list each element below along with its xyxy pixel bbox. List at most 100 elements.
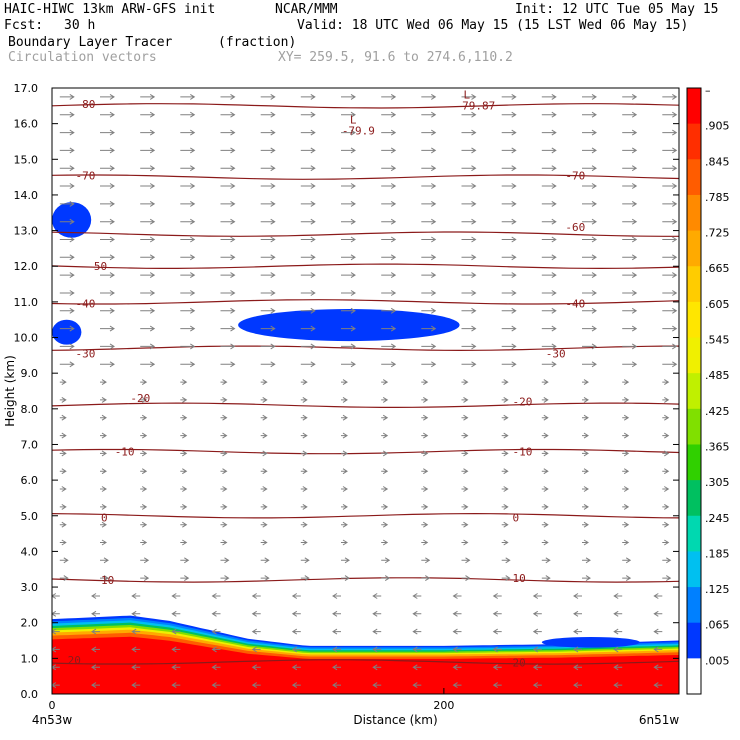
vector-arrow — [140, 307, 156, 314]
vector-arrow — [501, 486, 509, 492]
temperature-contour — [52, 448, 679, 455]
vector-arrow — [501, 218, 517, 225]
vector-arrow — [100, 325, 115, 332]
low-symbol: L — [463, 89, 470, 102]
vector-arrow — [180, 361, 196, 368]
vector-arrow — [140, 165, 156, 172]
vector-arrow — [461, 396, 469, 403]
vector-arrow — [582, 414, 589, 421]
vector-arrow — [140, 575, 150, 582]
vector-arrow — [260, 450, 268, 457]
vector-arrow — [613, 646, 623, 653]
vector-arrow — [582, 325, 597, 332]
vector-arrow — [180, 486, 188, 492]
vector-arrow — [452, 628, 462, 635]
vector-arrow — [220, 396, 228, 403]
vector-arrow — [662, 236, 678, 243]
field1-name: Boundary Layer Tracer — [8, 35, 173, 50]
colorbar-label: .305 — [705, 476, 730, 489]
contour-label: -10 — [512, 446, 532, 459]
vector-arrow — [452, 664, 462, 671]
vector-arrow — [180, 432, 188, 439]
cloud-blob-lower-right — [541, 636, 640, 648]
vector-arrow — [421, 325, 437, 332]
vector-arrow — [381, 147, 397, 154]
vector-arrow — [622, 486, 630, 492]
colorbar-swatch — [687, 373, 701, 410]
vector-arrow — [100, 343, 115, 350]
vector-arrow — [341, 450, 348, 457]
vector-arrow — [91, 610, 100, 617]
vector-arrow — [573, 646, 582, 653]
vector-arrow — [220, 343, 236, 350]
vector-arrow — [100, 200, 115, 207]
vector-arrow — [300, 557, 310, 564]
temperature-contour — [52, 577, 679, 583]
vector-arrow — [381, 486, 389, 492]
vector-arrow — [300, 111, 316, 118]
vector-arrow — [412, 682, 422, 689]
vector-arrow — [381, 307, 397, 314]
colorbar-label: .905 — [705, 120, 730, 133]
vector-arrow — [140, 111, 156, 118]
plot-frame — [51, 87, 680, 695]
vector-arrow — [291, 610, 301, 617]
vector-arrow — [541, 450, 549, 457]
vector-arrow — [291, 628, 301, 635]
vector-arrow — [461, 379, 469, 386]
vector-arrow — [260, 236, 276, 243]
colorbar-label: .065 — [705, 619, 730, 632]
xy-range: XY= 259.5, 91.6 to 274.6,110.2 — [278, 50, 513, 65]
y-tick-label: 13.0 — [14, 225, 39, 238]
vector-arrow — [582, 486, 589, 492]
vector-arrow — [260, 272, 276, 279]
colorbar-frame — [686, 87, 702, 695]
contour-label: -40 — [565, 298, 585, 311]
vector-arrow — [501, 236, 517, 243]
vector-arrow — [341, 218, 356, 225]
vector-arrow — [260, 468, 268, 475]
vector-arrow — [582, 254, 597, 261]
vector-arrow — [421, 575, 431, 582]
vector-arrow — [622, 396, 630, 403]
vector-arrow — [300, 575, 310, 582]
colorbar-swatch — [687, 587, 701, 624]
vector-arrow — [461, 147, 477, 154]
x-start-label: 4n53w — [32, 713, 73, 727]
vector-arrow — [341, 539, 348, 546]
vector-arrow — [220, 450, 228, 457]
vector-arrow — [622, 254, 638, 261]
y-tick-label: 10.0 — [14, 332, 39, 345]
vector-arrow — [260, 93, 276, 100]
vector-arrow — [260, 307, 276, 314]
vector-arrow — [59, 361, 75, 368]
contour-label: -70 — [565, 169, 585, 182]
vector-arrow — [421, 129, 437, 136]
vector-arrow — [291, 664, 301, 671]
vector-arrow — [622, 450, 630, 457]
vector-arrow — [100, 575, 109, 582]
vector-arrow — [300, 414, 308, 421]
vector-arrow — [260, 200, 276, 207]
vector-arrow — [541, 272, 557, 279]
field1-units: (fraction) — [218, 35, 297, 50]
vector-arrow — [140, 503, 148, 510]
vector-arrow — [501, 379, 509, 386]
vector-arrow — [180, 111, 196, 118]
vector-arrow — [582, 557, 591, 564]
vector-arrow — [260, 361, 276, 368]
vector-arrow — [140, 200, 156, 207]
vector-arrow — [180, 290, 196, 296]
vector-arrow — [171, 628, 181, 635]
low-value: -79.87 — [455, 100, 495, 113]
vector-arrow — [662, 307, 678, 314]
vector-arrow — [573, 664, 582, 671]
vector-arrow — [421, 111, 437, 118]
contour-label: -70 — [76, 169, 96, 182]
vector-arrow — [492, 593, 502, 599]
vector-arrow — [300, 450, 308, 457]
vector-arrow — [300, 343, 316, 350]
vector-arrow — [541, 486, 549, 492]
vector-arrow — [52, 646, 60, 653]
